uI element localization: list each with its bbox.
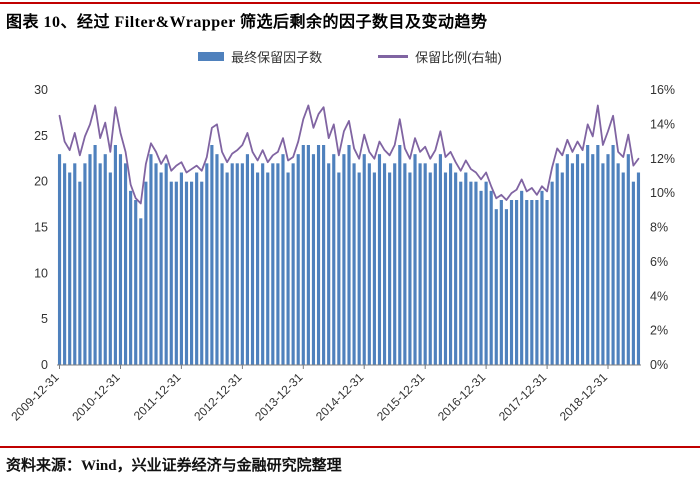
bottom-rule (0, 446, 700, 448)
svg-text:2012-12-31: 2012-12-31 (191, 370, 245, 424)
svg-text:2016-12-31: 2016-12-31 (435, 370, 489, 424)
svg-text:2015-12-31: 2015-12-31 (374, 370, 428, 424)
source-note: 资料来源：Wind，兴业证券经济与金融研究院整理 (6, 458, 342, 474)
svg-text:0%: 0% (650, 358, 668, 372)
line-series-swatch (378, 55, 409, 58)
axis-labels: 0 5 10 15 20 25 30 0% 2% 4% 6% 8% 10% 12% 14% 16% 2009-1… (8, 83, 675, 424)
svg-text:16%: 16% (650, 83, 675, 97)
bar-series (57, 145, 641, 365)
axes (57, 364, 641, 369)
legend-item-line: 保留比例(右轴) (378, 47, 502, 66)
svg-text:2010-12-31: 2010-12-31 (69, 370, 123, 424)
chart-legend: 最终保留因子数 保留比例(右轴) (0, 47, 700, 66)
svg-text:25: 25 (34, 129, 48, 143)
svg-text:2011-12-31: 2011-12-31 (131, 370, 184, 423)
svg-text:15: 15 (34, 221, 48, 235)
legend-item-bars: 最终保留因子数 (198, 47, 322, 66)
svg-text:0: 0 (41, 358, 48, 372)
svg-text:2014-12-31: 2014-12-31 (313, 370, 367, 424)
svg-text:10: 10 (34, 266, 48, 280)
svg-text:14%: 14% (650, 117, 675, 131)
svg-text:2013-12-31: 2013-12-31 (252, 370, 306, 424)
svg-text:4%: 4% (650, 289, 668, 303)
figure-title: 图表 10、经过 Filter&Wrapper 筛选后剩余的因子数目及变动趋势 (6, 14, 488, 31)
svg-text:5: 5 (41, 312, 48, 326)
svg-text:20: 20 (34, 175, 48, 189)
line-series (58, 104, 640, 205)
svg-text:12%: 12% (650, 152, 675, 166)
bar-series-swatch (198, 52, 225, 61)
legend-label-line: 保留比例(右轴) (415, 50, 502, 65)
svg-text:2018-12-31: 2018-12-31 (557, 370, 611, 424)
legend-label-bars: 最终保留因子数 (231, 50, 323, 65)
top-rule (0, 2, 700, 4)
svg-text:10%: 10% (650, 186, 675, 200)
svg-text:2017-12-31: 2017-12-31 (496, 370, 550, 424)
svg-text:30: 30 (34, 83, 48, 97)
svg-text:6%: 6% (650, 255, 668, 269)
svg-text:2009-12-31: 2009-12-31 (8, 370, 62, 424)
chart-canvas: 0 5 10 15 20 25 30 0% 2% 4% 6% 8% 10% 12% 14% 16% 2009-1… (8, 83, 675, 424)
svg-text:8%: 8% (650, 221, 668, 235)
svg-text:2%: 2% (650, 324, 668, 338)
